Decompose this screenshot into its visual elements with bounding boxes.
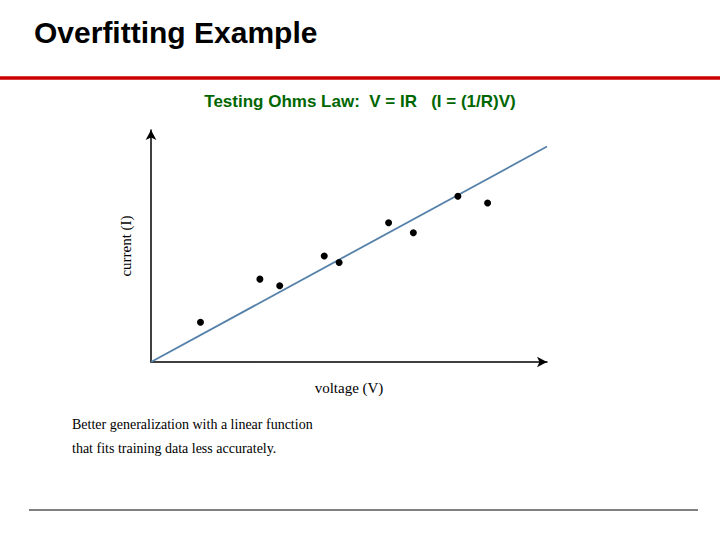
svg-text:Overfitting Example: Overfitting Example bbox=[34, 16, 317, 49]
svg-text:Testing Ohms Law: V = IR (I: Testing Ohms Law: V = IR (I = (1/R)V) bbox=[204, 92, 515, 111]
svg-text:current (I): current (I) bbox=[118, 215, 135, 276]
svg-text:voltage (V): voltage (V) bbox=[315, 380, 384, 397]
svg-text:Better generalization with a l: Better generalization with a linear func… bbox=[72, 417, 313, 432]
svg-text:that fits training data less a: that fits training data less accurately. bbox=[72, 441, 276, 456]
